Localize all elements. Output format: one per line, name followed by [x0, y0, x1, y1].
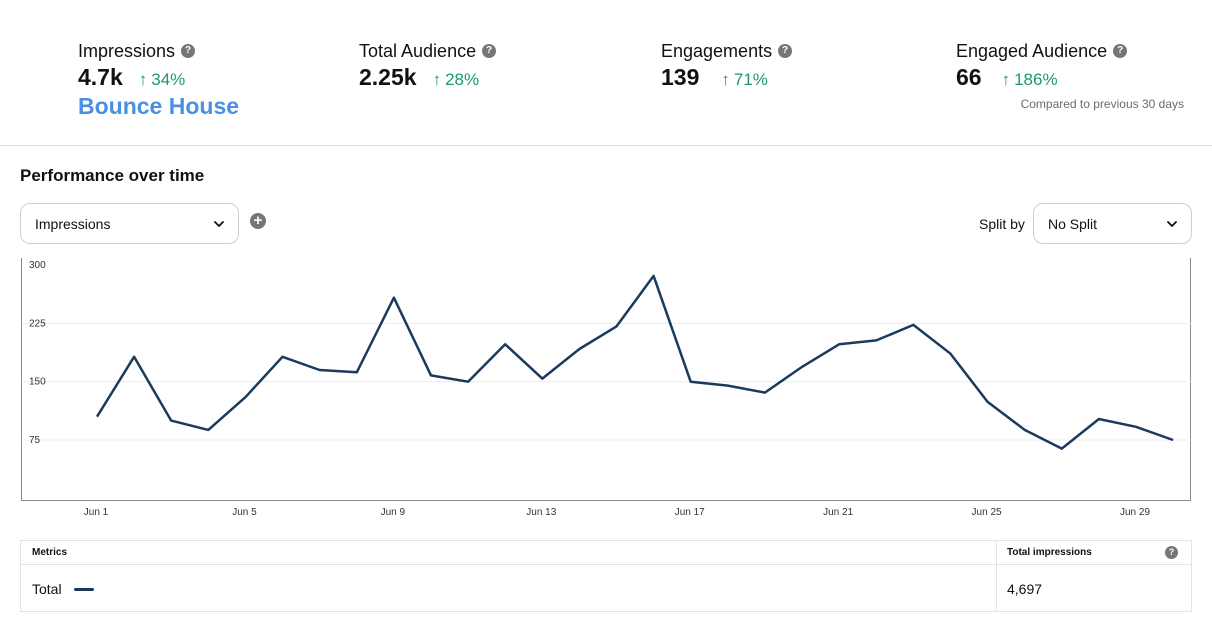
delta-value: 71% [733, 70, 768, 89]
stat-value: 4.7k [78, 64, 123, 90]
arrow-up-icon: ↑ [432, 70, 442, 89]
data-point[interactable] [575, 345, 583, 353]
help-icon[interactable]: ? [482, 44, 497, 58]
data-point[interactable] [390, 294, 398, 302]
col-total-header: Total impressions [1007, 547, 1092, 558]
brand-name: Bounce House [78, 93, 240, 119]
help-icon[interactable]: ? [778, 44, 793, 58]
data-point[interactable] [1058, 445, 1066, 453]
x-tick-label: Jun 29 [1119, 507, 1151, 518]
split-label: Split by [979, 216, 1025, 232]
x-tick-label: Jun 9 [380, 507, 406, 518]
data-point[interactable] [984, 398, 992, 406]
stat-label: Total Audience [359, 40, 477, 61]
x-tick-label: Jun 5 [232, 507, 257, 518]
row-label: Total [32, 581, 62, 597]
stat-label: Engaged Audience [956, 40, 1108, 61]
performance-chart: 300 225 150 75 [21, 258, 1192, 501]
stat-impressions: Impressions ? 4.7k ↑ 34% [78, 40, 196, 92]
delta-value: 186% [1014, 70, 1058, 89]
stat-delta: ↑ 186% [1002, 70, 1058, 90]
y-tick-label: 300 [29, 260, 46, 271]
data-point[interactable] [316, 366, 324, 374]
row-value: 4,697 [1007, 581, 1043, 597]
stat-label: Impressions [78, 40, 176, 61]
data-point[interactable] [724, 382, 732, 390]
table-row: Total [32, 581, 94, 597]
data-point[interactable] [1021, 426, 1029, 434]
data-point[interactable] [1095, 415, 1103, 423]
column-divider [996, 541, 997, 611]
y-tick-label: 75 [29, 435, 41, 446]
help-icon[interactable]: ? [181, 44, 196, 58]
data-point[interactable] [427, 371, 435, 379]
data-point[interactable] [947, 350, 955, 358]
data-point[interactable] [501, 340, 509, 348]
stat-value: 2.25k [359, 64, 417, 90]
stat-engaged-audience: Engaged Audience ? 66 ↑ 186% [956, 40, 1128, 92]
stat-delta: ↑ 71% [721, 70, 768, 90]
arrow-up-icon: ↑ [1001, 70, 1011, 89]
data-point[interactable] [835, 340, 843, 348]
arrow-up-icon: ↑ [721, 70, 730, 89]
section-title: Performance over time [20, 166, 205, 185]
stat-label: Engagements [661, 40, 773, 61]
data-point[interactable] [613, 322, 621, 330]
x-tick-label: Jun 25 [971, 507, 1002, 518]
stat-value: 66 [956, 64, 982, 90]
arrow-up-icon: ↑ [138, 70, 148, 89]
summary-stats: Impressions ? 4.7k ↑ 34% Total Audience ?… [0, 0, 1212, 146]
chevron-down-icon [214, 220, 224, 227]
data-point[interactable] [464, 378, 472, 386]
data-point[interactable] [167, 417, 175, 425]
data-point[interactable] [130, 353, 138, 361]
data-point[interactable] [279, 353, 287, 361]
stat-total-audience: Total Audience ? 2.25k ↑ 28% [359, 40, 497, 92]
data-point[interactable] [1169, 436, 1177, 444]
delta-value: 28% [445, 70, 480, 89]
data-point[interactable] [798, 363, 806, 371]
table-header: Metrics Total impressions ? [21, 541, 1191, 565]
series-line [95, 274, 1174, 450]
data-point[interactable] [538, 375, 546, 383]
data-point[interactable] [687, 378, 695, 386]
metric-select-value: Impressions [35, 215, 111, 232]
chart-svg: 300 225 150 75 [22, 260, 1192, 453]
col-metrics-header: Metrics [32, 547, 68, 558]
split-select-value: No Split [1048, 215, 1098, 232]
stat-value: 139 [661, 64, 700, 90]
x-tick-label: Jun 21 [823, 507, 854, 518]
data-point[interactable] [1132, 423, 1140, 431]
x-tick-label: Jun 1 [83, 507, 109, 518]
stat-engagements: Engagements ? 139 ↑ 71% [661, 40, 793, 92]
x-axis-labels: Jun 1 Jun 5 Jun 9 Jun 13 Jun 17 Jun 21 Jun 25 J… [0, 507, 1212, 521]
data-point[interactable] [761, 389, 769, 397]
y-tick-label: 150 [29, 377, 46, 388]
data-point[interactable] [353, 368, 361, 376]
chevron-down-icon [1167, 220, 1177, 227]
stat-delta: ↑ 28% [433, 70, 480, 90]
delta-value: 34% [151, 70, 186, 89]
data-point[interactable] [872, 336, 880, 344]
plus-circle-icon: + [253, 212, 263, 229]
data-point[interactable] [204, 426, 212, 434]
legend-swatch [73, 587, 94, 591]
help-icon[interactable]: ? [1113, 44, 1128, 58]
metrics-table: Metrics Total impressions ? Total 4,697 [20, 540, 1192, 612]
help-icon[interactable]: ? [1165, 546, 1178, 559]
add-metric-button[interactable]: + [250, 213, 266, 229]
x-tick-label: Jun 13 [526, 507, 557, 518]
x-tick-label: Jun 17 [674, 507, 705, 518]
data-point[interactable] [93, 413, 101, 421]
data-point[interactable] [650, 272, 658, 280]
compare-text: Compared to previous 30 days [1020, 97, 1184, 111]
stat-delta: ↑ 34% [139, 70, 186, 90]
split-select[interactable]: No Split [1033, 203, 1192, 244]
metric-select[interactable]: Impressions [20, 203, 239, 244]
data-point[interactable] [909, 321, 917, 329]
y-tick-label: 225 [29, 318, 46, 329]
data-point[interactable] [241, 393, 249, 401]
